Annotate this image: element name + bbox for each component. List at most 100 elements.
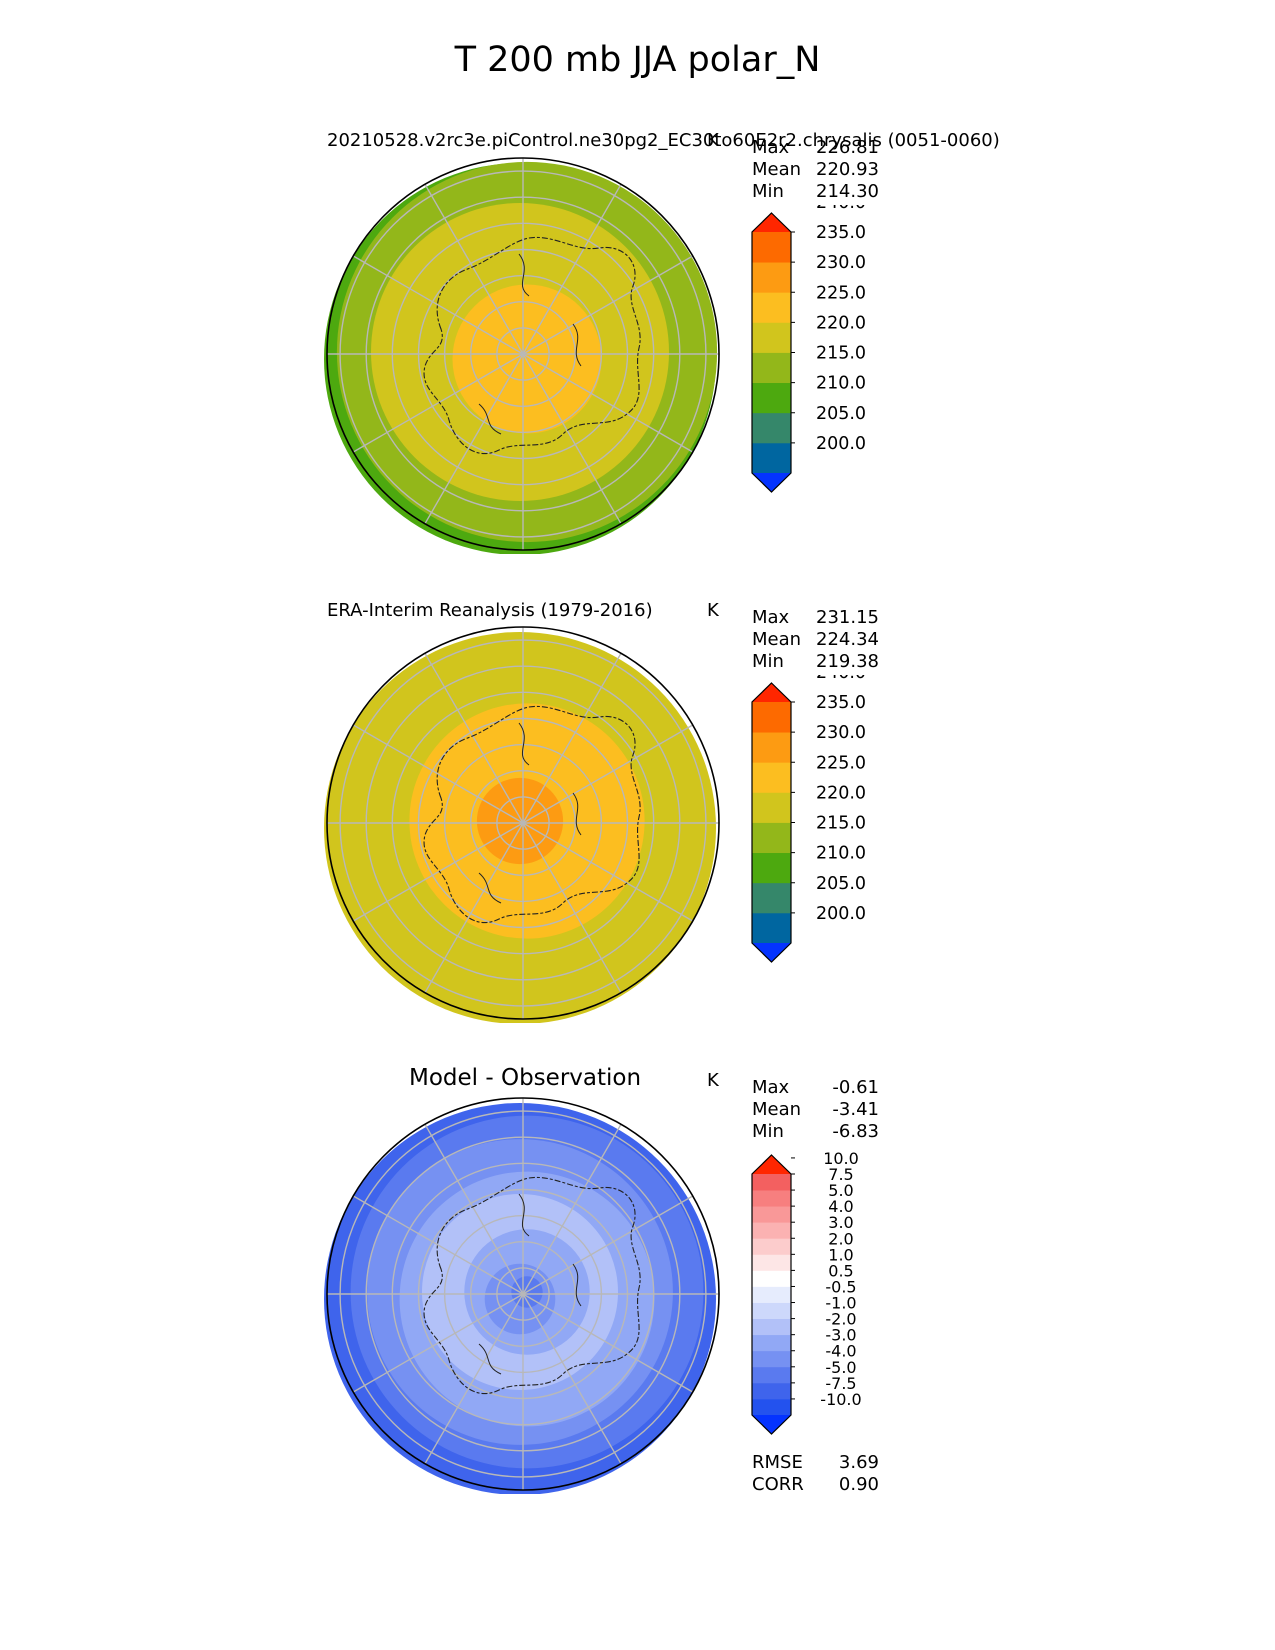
colorbar-segment bbox=[752, 762, 791, 793]
colorbar-segment bbox=[752, 1334, 791, 1352]
colorbar-tick-label: -5.0 bbox=[825, 1358, 856, 1377]
colorbar-segment bbox=[752, 1302, 791, 1319]
colorbar-tick-label: 230.0 bbox=[816, 723, 866, 743]
panel3-colorbar: -10.0-7.5-5.0-4.0-3.0-2.0-1.0-0.50.51.02… bbox=[751, 1149, 862, 1435]
colorbar-tick-label: 7.5 bbox=[828, 1165, 853, 1184]
stat-label: Mean bbox=[752, 159, 802, 180]
colorbar-tick-label: 4.0 bbox=[828, 1197, 853, 1216]
panel1-colorbar: 200.0 205.0 210.0 215.0 220.0 225.0 230.0 235.0… bbox=[751, 205, 866, 493]
colorbar-tick-label: -7.5 bbox=[825, 1374, 856, 1393]
longitude-gridline bbox=[352, 1195, 694, 1393]
panel3-stats: Max -0.61 Mean -3.41 Min -6.83 bbox=[752, 1077, 879, 1143]
longitude-gridline bbox=[352, 255, 694, 453]
colorbar-segment bbox=[752, 852, 791, 884]
colorbar-upper-extension bbox=[752, 1155, 791, 1174]
panel3-title: Model - Observation bbox=[409, 1065, 642, 1091]
stat-value: 224.34 bbox=[816, 629, 879, 650]
colorbar-segment bbox=[752, 292, 791, 323]
colorbar-segment bbox=[752, 912, 791, 944]
colorbar-segment bbox=[752, 1222, 791, 1239]
colorbar-tick-label: 205.0 bbox=[816, 874, 866, 894]
map-boundary bbox=[326, 626, 720, 1020]
colorbar-segment bbox=[752, 352, 791, 384]
panel2-polar-map bbox=[324, 626, 720, 1023]
colorbar-tick-label: 200.0 bbox=[816, 904, 866, 924]
colorbar-segment bbox=[752, 442, 791, 474]
panel3-polar-map bbox=[324, 1097, 720, 1494]
panel2-stats: Max 231.15 Mean 224.34 Min 219.38 bbox=[752, 607, 879, 673]
colorbar-segment bbox=[752, 1238, 791, 1255]
colorbar-tick-label: 225.0 bbox=[816, 283, 866, 303]
stat-value: 214.30 bbox=[816, 181, 879, 202]
colorbar-tick-label: -1.0 bbox=[825, 1294, 856, 1313]
colorbar-tick-label: 240.0 bbox=[816, 205, 866, 213]
coastline bbox=[423, 236, 641, 455]
stat-value: -3.41 bbox=[832, 1099, 879, 1120]
stat-label: Mean bbox=[752, 629, 802, 650]
colorbar-segment bbox=[752, 1286, 791, 1303]
colorbar-tick-label: 235.0 bbox=[816, 693, 866, 713]
coastline-islands bbox=[478, 1193, 582, 1375]
stat-value: 0.90 bbox=[838, 1474, 879, 1495]
colorbar-tick-label: 1.0 bbox=[828, 1245, 853, 1264]
colorbar-segment bbox=[752, 1382, 791, 1400]
panel3-units: K bbox=[707, 1070, 719, 1091]
colorbar-segment bbox=[752, 1190, 791, 1207]
colorbar-tick-label: 3.0 bbox=[828, 1213, 853, 1232]
colorbar-upper-extension bbox=[752, 683, 791, 702]
colorbar-upper-extension bbox=[752, 213, 791, 232]
colorbar-segment bbox=[752, 412, 791, 444]
coastline bbox=[423, 705, 641, 924]
colorbar-segment bbox=[752, 822, 791, 854]
colorbar-segment bbox=[752, 882, 791, 914]
colorbar-segment bbox=[752, 1174, 791, 1191]
panel3-extra-stats: RMSE 3.69 CORR 0.90 bbox=[752, 1452, 879, 1496]
panel2-units: K bbox=[707, 600, 719, 621]
colorbar-segment bbox=[752, 1270, 791, 1287]
colorbar-tick-label: 225.0 bbox=[816, 753, 866, 773]
stat-label: Min bbox=[752, 651, 784, 672]
stat-label: CORR bbox=[752, 1474, 804, 1495]
colorbar-segment bbox=[752, 1206, 791, 1223]
stat-label: Max bbox=[752, 137, 790, 158]
stat-value: 220.93 bbox=[816, 159, 879, 180]
coastline-islands bbox=[478, 253, 582, 435]
colorbar-tick-label: 0.5 bbox=[828, 1261, 853, 1280]
stat-label: Min bbox=[752, 181, 784, 202]
colorbar-tick-label: 205.0 bbox=[816, 404, 866, 424]
colorbar-tick-label: 220.0 bbox=[816, 313, 866, 333]
colorbar-segment bbox=[752, 1318, 791, 1336]
colorbar-segment bbox=[752, 322, 791, 353]
panel2-colorbar: 200.0 205.0 210.0 215.0 220.0 225.0 230.0 235.0… bbox=[751, 675, 866, 963]
stat-label: Max bbox=[752, 1077, 790, 1098]
colorbar-tick-label: 230.0 bbox=[816, 253, 866, 273]
colorbar-tick-label: 215.0 bbox=[816, 344, 866, 364]
coastline-islands bbox=[478, 722, 582, 904]
panel1-stats: Max 226.81 Mean 220.93 Min 214.30 bbox=[752, 137, 879, 203]
colorbar-lower-extension bbox=[752, 1415, 791, 1434]
colorbar-segment bbox=[752, 1398, 791, 1416]
map-boundary bbox=[326, 1097, 720, 1491]
colorbar-tick-label: 215.0 bbox=[816, 814, 866, 834]
colorbar-tick-label: -10.0 bbox=[820, 1390, 861, 1409]
stat-value: -6.83 bbox=[832, 1121, 879, 1142]
contour-band-230.0 bbox=[452, 284, 602, 434]
stat-value: 226.81 bbox=[816, 137, 879, 158]
stat-value: 231.15 bbox=[816, 607, 879, 628]
colorbar-segment bbox=[752, 382, 791, 414]
colorbar-tick-label: -2.0 bbox=[825, 1310, 856, 1329]
stat-label: Mean bbox=[752, 1099, 802, 1120]
stat-label: Max bbox=[752, 607, 790, 628]
panel1-title: 20210528.v2rc3e.piControl.ne30pg2_EC30to… bbox=[327, 130, 1000, 151]
colorbar-lower-extension bbox=[752, 473, 791, 492]
stat-value: -0.61 bbox=[832, 1077, 879, 1098]
colorbar-tick-label: 235.0 bbox=[816, 223, 866, 243]
map-boundary bbox=[326, 157, 720, 551]
colorbar-tick-label: -4.0 bbox=[825, 1342, 856, 1361]
panel2-title: ERA-Interim Reanalysis (1979-2016) bbox=[327, 600, 653, 621]
stat-label: RMSE bbox=[752, 1452, 803, 1473]
colorbar-tick-label: 5.0 bbox=[828, 1181, 853, 1200]
stat-value: 3.69 bbox=[838, 1452, 879, 1473]
panel1-polar-map bbox=[324, 157, 720, 554]
colorbar-tick-label: 2.0 bbox=[828, 1229, 853, 1248]
